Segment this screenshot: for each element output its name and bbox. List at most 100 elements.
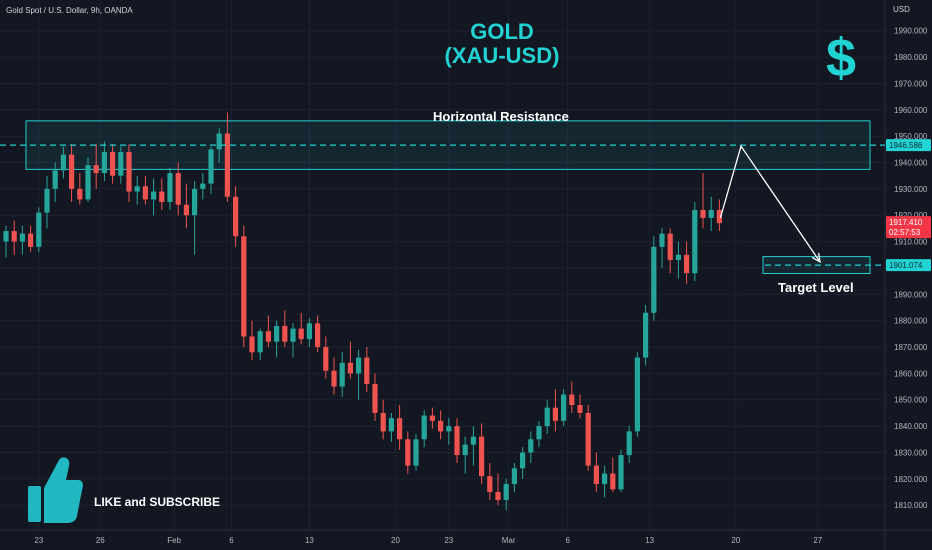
candle-body [339,362,345,387]
symbol-header: Gold Spot / U.S. Dollar, 9h, OANDA [6,6,133,15]
resistance-label: Horizontal Resistance [433,109,569,124]
y-tick-label: 1860.000 [894,369,928,378]
candle-body [716,209,722,224]
candle-body [142,186,148,200]
candle-body [684,254,690,274]
y-tick-label: 1940.000 [894,159,928,168]
candle-body [200,183,206,189]
candle-body [495,492,501,500]
like-subscribe-text: LIKE and SUBSCRIBE [94,495,221,509]
candle-body [151,191,157,200]
candle-body [315,323,321,348]
x-tick-label: Feb [167,536,181,545]
candle-body [282,325,288,342]
projection-path [719,144,821,263]
chart-title: GOLD [470,19,534,44]
candle-body [298,328,304,340]
candle-body [651,246,657,313]
candle-body [265,331,271,342]
y-tick-label: 1950.000 [894,132,928,141]
candle-body [487,476,493,493]
candle-body [626,431,632,456]
dollar-icon: $ [826,28,857,88]
x-tick-label: 23 [34,536,43,545]
candle-body [52,170,58,189]
x-tick-label: 20 [391,536,400,545]
candle-body [347,362,353,374]
candle-body [192,188,198,216]
target-label: Target Level [778,280,854,295]
last-price-tag: 1917.410 [889,218,923,227]
y-tick-label: 1850.000 [894,396,928,405]
candle-body [241,236,247,337]
candle-body [356,357,362,374]
candle-body [93,165,99,174]
x-tick-label: 13 [305,536,314,545]
candle-body [610,473,616,490]
candle-body [388,418,394,432]
y-tick-label: 1960.000 [894,106,928,115]
candle-body [429,415,435,421]
y-tick-label: 1990.000 [894,27,928,36]
candle-body [413,439,419,466]
candle-body [708,209,714,218]
candle-body [520,452,526,469]
candle-body [372,383,378,413]
y-tick-label: 1910.000 [894,238,928,247]
candle-body [446,426,452,432]
x-tick-label: 20 [731,536,740,545]
candle-body [134,186,140,192]
candle-body [643,312,649,358]
candle-body [233,196,239,237]
resistance-price-tag: 1946.586 [889,141,923,150]
x-tick-label: 6 [229,536,234,545]
candle-body [380,412,386,432]
candle-body [208,149,214,184]
candle-body [528,439,534,453]
candle-body [667,233,673,261]
candle-body [274,325,280,342]
candle-body [110,151,116,176]
candle-body [85,165,91,200]
target-price-tag: 1901.074 [889,261,923,270]
candle-body [19,233,25,242]
candle-body [331,370,337,387]
candle-body [577,405,583,413]
x-tick-label: 23 [444,536,453,545]
y-tick-label: 1980.000 [894,53,928,62]
y-tick-label: 1970.000 [894,79,928,88]
candle-body [167,173,173,203]
candle-body [126,151,132,192]
candle-body [503,484,509,500]
candle-body [397,418,403,440]
x-tick-label: Mar [502,536,516,545]
candle-body [552,407,558,421]
candle-body [183,204,189,216]
candle-body [323,347,329,371]
candle-body [36,212,42,247]
candle-body [470,436,476,445]
candle-body [364,357,370,384]
y-tick-label: 1870.000 [894,343,928,352]
candle-body [69,154,75,189]
candle-body [700,209,706,218]
candle-body [257,331,263,353]
chart-subtitle: (XAU-USD) [444,43,560,68]
last-price-tag-bg [886,216,931,239]
candle-body [290,328,296,342]
candle-body [306,323,312,340]
candle-body [421,415,427,440]
projection-arrow-head [811,252,821,264]
candle-body [692,209,698,274]
axis-currency-label: USD [893,5,910,14]
x-tick-label: 26 [96,536,105,545]
candle-body [3,231,9,242]
candle-body [60,154,66,171]
candle-body [634,357,640,432]
x-tick-label: 13 [645,536,654,545]
candle-body [602,473,608,485]
candle-body [101,151,107,174]
candle-body [544,407,550,427]
